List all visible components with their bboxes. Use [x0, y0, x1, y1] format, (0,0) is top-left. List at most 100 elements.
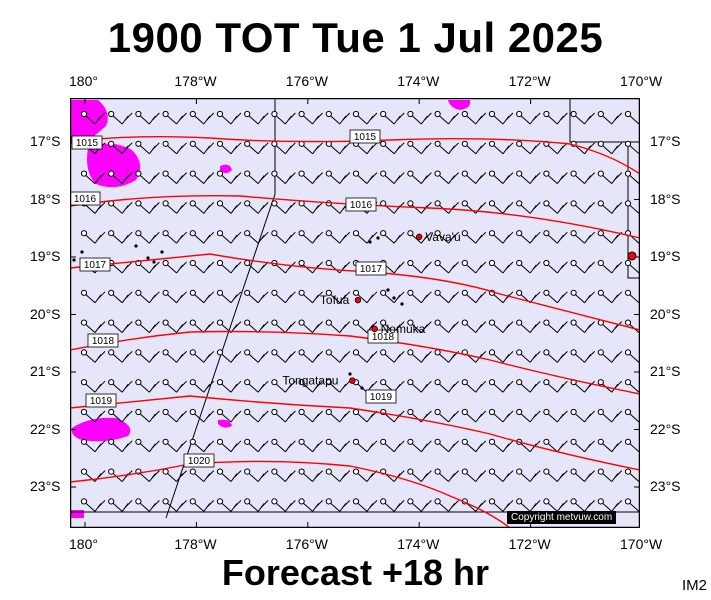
wind-barb — [271, 140, 296, 155]
svg-text:1017: 1017 — [84, 260, 107, 271]
isobar-label: 1017 — [355, 261, 387, 276]
wind-barb — [271, 498, 296, 512]
wind-barb — [352, 438, 378, 453]
wind-barb — [570, 110, 595, 125]
map-canvas: 1015 1015 1016 1016 1017 1017 1018 1018 1019 1019… — [69, 97, 650, 542]
isobar-line — [69, 330, 641, 395]
island-speck — [72, 258, 76, 262]
latitude-label: 17°S — [30, 133, 61, 149]
longitude-label: 172°W — [508, 536, 551, 552]
latitude-label: 18°S — [30, 190, 61, 207]
svg-text:Vava'u: Vava'u — [425, 230, 460, 244]
place-nomuka: Nomuka — [371, 322, 426, 336]
wind-barb — [325, 230, 351, 244]
rain-area — [71, 417, 131, 442]
wind-barb — [271, 379, 296, 393]
wind-barb — [407, 468, 432, 482]
wind-barb — [162, 110, 187, 125]
wind-barb — [325, 170, 351, 184]
boundary-line — [569, 98, 640, 143]
wind-barb — [108, 110, 133, 125]
svg-text:1015: 1015 — [76, 138, 99, 149]
rain-area — [70, 510, 84, 518]
wind-barb — [380, 140, 405, 155]
wind-barb — [108, 349, 133, 363]
wind-barb — [516, 140, 541, 155]
wind-barb — [271, 170, 296, 184]
wind-barb — [461, 319, 487, 333]
boundary-line — [165, 98, 276, 519]
wind-barb — [244, 289, 269, 304]
island-speck — [400, 302, 404, 306]
wind-barb — [80, 379, 106, 393]
wind-barb — [380, 438, 405, 453]
place-tofua: Tofua — [320, 293, 362, 307]
place-tongatapu: Tongatapu — [282, 374, 356, 388]
wind-barb — [352, 289, 378, 304]
wind-barb — [570, 498, 595, 512]
wind-barb — [80, 408, 106, 423]
wind-barb — [244, 349, 269, 363]
isobar-line — [69, 460, 511, 529]
wind-barb — [570, 259, 595, 274]
wind-barb — [407, 408, 432, 423]
latitude-label: 20°S — [650, 305, 681, 322]
wind-barb — [407, 438, 432, 453]
wind-barb — [135, 170, 160, 184]
wind-barb — [488, 170, 514, 184]
wind-barb — [162, 230, 187, 244]
wind-barb — [325, 379, 351, 393]
wind-barb — [516, 379, 541, 393]
image-id-label: IM2 — [681, 577, 707, 594]
wind-barb — [216, 200, 242, 214]
wind-barb — [135, 289, 160, 304]
wind-barb — [597, 349, 623, 363]
wind-barb — [597, 498, 623, 512]
wind-barb — [271, 200, 296, 214]
wind-barb — [325, 289, 351, 304]
wind-barb — [488, 200, 514, 214]
wind-barb — [570, 319, 595, 333]
wind-barb — [271, 289, 296, 304]
latitude-label: 17°S — [650, 133, 681, 149]
wind-barb — [543, 468, 568, 482]
wind-barb — [189, 259, 215, 274]
wind-barb — [244, 379, 269, 393]
longitude-label: 180° — [69, 536, 98, 552]
longitude-label: 172°W — [508, 73, 551, 89]
wind-barb — [570, 468, 595, 482]
wind-barb — [189, 170, 215, 184]
wind-barb — [434, 289, 459, 304]
island-marker — [627, 251, 637, 261]
wind-barb — [162, 140, 187, 155]
longitude-label: 170°W — [620, 536, 663, 552]
longitude-label: 178°W — [174, 536, 217, 552]
svg-text:1020: 1020 — [188, 456, 211, 467]
latitude-label: 22°S — [30, 420, 61, 437]
latitude-label: 23°S — [650, 478, 681, 494]
wind-barb — [162, 319, 187, 333]
wind-barb — [135, 349, 160, 363]
isobar-line — [69, 135, 641, 175]
wind-barb — [244, 110, 269, 125]
wind-barb — [216, 259, 242, 274]
wind-barb — [135, 259, 160, 274]
wind-barb — [108, 200, 133, 214]
wind-barb — [325, 468, 351, 482]
wind-barb — [488, 349, 514, 363]
wind-barb — [298, 170, 323, 184]
wind-barb — [434, 379, 459, 393]
wind-barb — [216, 349, 242, 363]
wind-barb — [380, 110, 405, 125]
wind-barb — [135, 140, 160, 155]
wind-barb — [570, 349, 595, 363]
wind-barb — [543, 498, 568, 512]
svg-text:1019: 1019 — [370, 392, 393, 403]
wind-barb — [461, 289, 487, 304]
wind-barb — [434, 498, 459, 512]
latitude-label: 21°S — [650, 363, 681, 379]
svg-text:Nomuka: Nomuka — [381, 322, 426, 336]
wind-barb — [461, 170, 487, 184]
isobar-label: 1016 — [69, 191, 101, 206]
island-speck — [146, 256, 150, 260]
